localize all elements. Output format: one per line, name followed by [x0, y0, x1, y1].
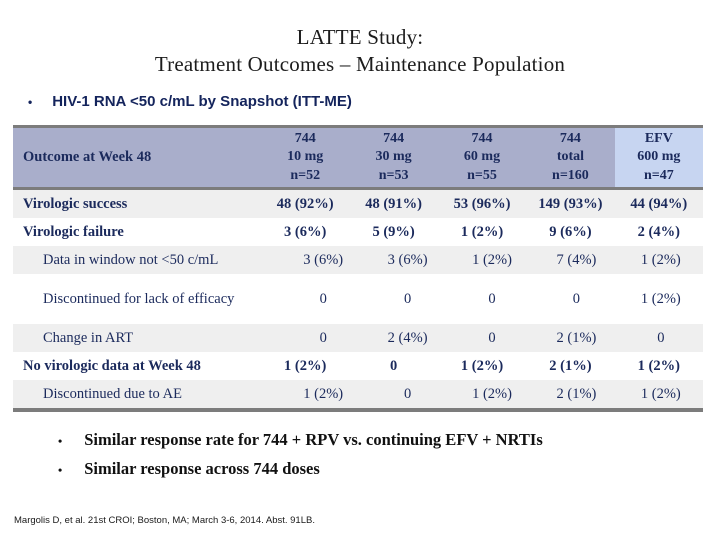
col-dose: 10 mg [287, 149, 324, 165]
cell-value: 0 [389, 357, 398, 374]
cell-value: 0 [319, 329, 327, 346]
col-dose: 60 mg [463, 149, 501, 165]
cell-value: 9 (6%) [549, 223, 592, 240]
col-dose: 600 mg [637, 149, 681, 165]
cell-value: 2 (4%) [387, 329, 428, 346]
row-label: No virologic data at Week 48 [23, 357, 201, 374]
cell-value: 0 [657, 329, 665, 346]
cell-value: 0 [488, 329, 496, 346]
cell-value: 0 [403, 385, 412, 402]
table-row-discontinued-ae: Discontinued due to AE 1 (2%) 0 1 (2%) 2… [13, 380, 703, 412]
col-n: n=47 [643, 167, 674, 183]
col-drug: 744 [383, 130, 405, 146]
table-row-change-in-art: Change in ART 0 2 (4%) 0 2 (1%) 0 [13, 324, 703, 352]
cell-value: 3 (6%) [387, 251, 428, 268]
slide-title-line2: Treatment Outcomes – Maintenance Populat… [154, 51, 566, 76]
cell-value: 2 (1%) [556, 385, 597, 402]
col-drug: 744 [559, 130, 581, 146]
table-header-row: Outcome at Week 48 744 10 mg n=52 744 30… [13, 125, 704, 190]
summary-bullets: • Similar response rate for 744 + RPV vs… [58, 430, 543, 488]
table-header-col-744-30mg: 744 30 mg n=53 [349, 128, 437, 187]
summary-bullet-1: • Similar response rate for 744 + RPV vs… [58, 430, 543, 450]
cell-value: 1 (2%) [640, 385, 681, 402]
cell-value: 5 (9%) [372, 223, 415, 240]
row-label: Change in ART [43, 329, 134, 346]
cell-value: 1 (2%) [472, 385, 512, 402]
cell-value: 0 [403, 290, 412, 307]
col-n: n=160 [552, 167, 589, 183]
row-label: Virologic failure [23, 223, 124, 240]
citation: Margolis D, et al. 21st CROI; Boston, MA… [14, 515, 315, 526]
subtitle-bullet: • HIV-1 RNA <50 c/mL by Snapshot (ITT-ME… [28, 93, 352, 110]
col-dose: total [556, 149, 585, 165]
cell-value: 0 [572, 290, 581, 307]
table-row-discontinued-lack-efficacy: Discontinued for lack of efficacy 0 0 0 … [13, 274, 703, 324]
slide-title-line1: LATTE Study: [296, 25, 424, 49]
col-dose: 30 mg [375, 149, 412, 165]
cell-value: 3 (6%) [303, 251, 344, 268]
subtitle-text: HIV-1 RNA <50 c/mL by Snapshot (ITT-ME) [52, 93, 352, 110]
table-header-col-744-10mg: 744 10 mg n=52 [261, 128, 349, 187]
row-label: Data in window not <50 c/mL [43, 251, 219, 268]
table-row-virologic-success: Virologic success 48 (92%) 48 (91%) 53 (… [13, 190, 703, 218]
row-label: Discontinued due to AE [43, 385, 182, 402]
cell-value: 0 [319, 290, 327, 307]
row-label: Discontinued for lack of efficacy [43, 290, 235, 307]
cell-value: 2 (4%) [637, 223, 680, 240]
cell-value: 1 (2%) [640, 251, 681, 268]
table-row-no-virologic-data: No virologic data at Week 48 1 (2%) 0 1 … [13, 352, 703, 380]
col-n: n=55 [467, 167, 497, 183]
cell-value: 1 (2%) [460, 223, 504, 240]
bullet-icon: • [58, 463, 63, 477]
col-n: n=52 [290, 167, 321, 183]
cell-value: 0 [488, 290, 496, 307]
table-row-data-in-window: Data in window not <50 c/mL 3 (6%) 3 (6%… [13, 246, 703, 274]
cell-value: 3 (6%) [284, 223, 327, 240]
slide-title: LATTE Study: Treatment Outcomes – Mainte… [0, 24, 720, 78]
outcomes-table: Outcome at Week 48 744 10 mg n=52 744 30… [13, 125, 704, 412]
cell-value: 1 (2%) [303, 385, 344, 402]
col-drug: 744 [471, 130, 493, 146]
col-drug: 744 [294, 130, 316, 146]
cell-value: 7 (4%) [556, 251, 597, 268]
bullet-icon: • [28, 94, 33, 109]
table-header-col-efv-600mg: EFV 600 mg n=47 [614, 128, 704, 187]
summary-bullet-2: • Similar response across 744 doses [58, 459, 543, 479]
cell-value: 53 (96%) [453, 195, 511, 212]
cell-value: 1 (2%) [472, 251, 512, 268]
cell-value: 1 (2%) [284, 357, 327, 374]
cell-value: 2 (1%) [549, 357, 592, 374]
cell-value: 48 (91%) [365, 195, 422, 212]
col-n: n=53 [378, 167, 409, 183]
cell-value: 48 (92%) [276, 195, 334, 212]
cell-value: 44 (94%) [630, 195, 688, 212]
summary-text: Similar response across 744 doses [84, 459, 320, 478]
cell-value: 1 (2%) [460, 357, 504, 374]
cell-value: 149 (93%) [538, 195, 603, 212]
table-row-virologic-failure: Virologic failure 3 (6%) 5 (9%) 1 (2%) 9… [13, 218, 703, 246]
table-header-outcome: Outcome at Week 48 [23, 149, 152, 165]
col-drug: EFV [644, 130, 673, 146]
cell-value: 1 (2%) [637, 357, 680, 374]
table-header-col-744-60mg: 744 60 mg n=55 [438, 128, 526, 187]
summary-text: Similar response rate for 744 + RPV vs. … [84, 430, 543, 449]
bullet-icon: • [58, 434, 63, 448]
cell-value: 2 (1%) [556, 329, 597, 346]
table-header-col-744-total: 744 total n=160 [526, 128, 614, 187]
cell-value: 1 (2%) [640, 290, 681, 307]
row-label: Virologic success [23, 195, 128, 212]
